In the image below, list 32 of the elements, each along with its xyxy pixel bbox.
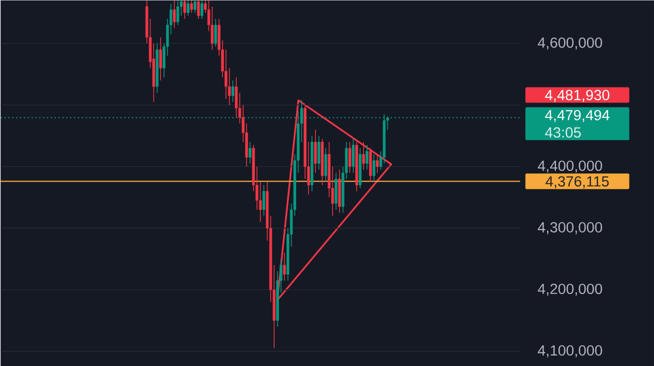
candlestick	[231, 80, 234, 102]
y-tick-label: 4,400,000	[538, 160, 602, 173]
candlestick	[372, 154, 376, 182]
candlestick	[262, 184, 266, 216]
candlestick	[362, 142, 365, 170]
y-tick-label: 4,300,000	[538, 222, 602, 234]
candlestick	[352, 138, 355, 174]
candlestick	[314, 129, 317, 174]
candlestick	[176, 0, 180, 26]
candlestick	[283, 252, 286, 281]
text: 4,481,930	[545, 90, 610, 102]
ref-line-label: 4,479,494	[545, 110, 610, 122]
candlestick	[317, 135, 320, 170]
candlestick	[194, 0, 196, 14]
candlestick	[214, 18, 218, 47]
candlestick	[172, 0, 176, 28]
candlestick	[248, 142, 252, 164]
candlestick	[324, 148, 328, 182]
candlestick	[376, 154, 379, 174]
y-tick-label: 4,600,000	[538, 37, 602, 50]
candlestick	[348, 142, 352, 174]
candlestick	[186, 0, 190, 16]
candlestick	[159, 36, 162, 81]
text: 43:05	[545, 127, 581, 138]
ref-line-label: 4,376,115	[546, 176, 609, 188]
candlestick	[197, 0, 200, 20]
y-tick-label: 4,200,000	[538, 284, 602, 296]
candlestick	[183, 0, 186, 20]
candlestick	[366, 144, 368, 170]
candlestick	[190, 0, 193, 14]
candlestick	[200, 0, 204, 20]
y-tick-label: 4,100,000	[538, 345, 602, 358]
